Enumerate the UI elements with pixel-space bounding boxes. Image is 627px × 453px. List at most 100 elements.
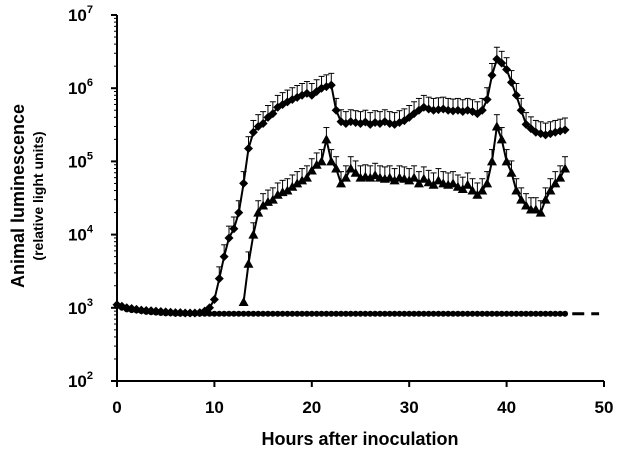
data-point-circle bbox=[177, 310, 184, 317]
data-point-circle bbox=[464, 310, 471, 317]
data-point-triangle bbox=[511, 185, 522, 195]
data-point-triangle bbox=[482, 178, 493, 188]
data-point-circle bbox=[386, 310, 393, 317]
data-point-triangle bbox=[491, 121, 502, 131]
data-point-diamond bbox=[326, 80, 336, 90]
data-point-circle bbox=[206, 310, 213, 317]
data-point-circle bbox=[284, 310, 291, 317]
data-point-circle bbox=[527, 310, 534, 317]
data-point-triangle bbox=[326, 156, 337, 166]
axes bbox=[116, 15, 604, 382]
data-point-circle bbox=[187, 310, 194, 317]
y-tick-base: 10 bbox=[68, 6, 87, 25]
y-tick-base: 10 bbox=[68, 79, 87, 98]
data-point-triangle bbox=[306, 165, 317, 175]
y-tick-exponent: 3 bbox=[87, 297, 93, 309]
data-point-circle bbox=[211, 310, 218, 317]
data-point-circle bbox=[328, 310, 335, 317]
data-point-triangle bbox=[472, 189, 483, 199]
data-point-triangle bbox=[253, 207, 264, 217]
y-tick-base: 10 bbox=[68, 299, 87, 318]
data-point-diamond bbox=[487, 70, 497, 80]
data-point-diamond bbox=[511, 90, 521, 100]
x-tick-label: 30 bbox=[400, 398, 419, 417]
data-point-circle bbox=[342, 310, 349, 317]
data-point-circle bbox=[401, 310, 408, 317]
data-point-circle bbox=[274, 310, 281, 317]
data-point-circle bbox=[148, 309, 155, 316]
series-circle-dashed bbox=[114, 303, 600, 317]
data-point-circle bbox=[230, 310, 237, 317]
data-point-triangle bbox=[550, 178, 561, 188]
data-point-circle bbox=[118, 304, 125, 311]
data-point-circle bbox=[396, 310, 403, 317]
data-point-triangle bbox=[486, 156, 497, 166]
data-point-circle bbox=[294, 310, 301, 317]
data-point-diamond bbox=[502, 65, 512, 75]
y-tick-base: 10 bbox=[68, 152, 87, 171]
data-point-triangle bbox=[365, 172, 376, 182]
data-point-circle bbox=[260, 310, 267, 317]
data-point-circle bbox=[172, 310, 179, 317]
data-point-triangle bbox=[545, 185, 556, 195]
x-tick-label: 20 bbox=[302, 398, 321, 417]
data-point-circle bbox=[537, 310, 544, 317]
data-point-triangle bbox=[433, 175, 444, 185]
data-point-diamond bbox=[248, 127, 258, 137]
data-point-circle bbox=[440, 310, 447, 317]
data-point-triangle bbox=[467, 185, 478, 195]
data-point-circle bbox=[532, 310, 539, 317]
y-tick-exponent: 6 bbox=[87, 77, 93, 89]
data-point-triangle bbox=[311, 159, 322, 169]
data-point-circle bbox=[469, 310, 476, 317]
data-point-diamond bbox=[497, 58, 507, 68]
data-point-triangle bbox=[521, 200, 532, 210]
x-tick-label: 50 bbox=[595, 398, 614, 417]
data-point-circle bbox=[503, 310, 510, 317]
x-tick-label: 10 bbox=[205, 398, 224, 417]
data-point-triangle bbox=[350, 167, 361, 177]
data-point-triangle bbox=[316, 156, 327, 166]
data-point-triangle bbox=[409, 172, 420, 182]
data-point-triangle bbox=[516, 194, 527, 204]
data-point-triangle bbox=[248, 229, 259, 239]
data-point-circle bbox=[474, 310, 481, 317]
data-point-triangle bbox=[413, 178, 424, 188]
data-point-circle bbox=[318, 310, 325, 317]
data-point-triangle bbox=[496, 134, 507, 144]
y-tick-exponent: 7 bbox=[87, 4, 93, 16]
data-point-circle bbox=[216, 310, 223, 317]
data-point-triangle bbox=[418, 173, 429, 183]
y-axis-label: Animal luminescence bbox=[8, 104, 28, 288]
data-point-circle bbox=[235, 310, 242, 317]
data-point-diamond bbox=[258, 118, 268, 128]
y-tick-label: 103 bbox=[68, 297, 93, 318]
data-point-circle bbox=[333, 310, 340, 317]
data-point-triangle bbox=[287, 181, 298, 191]
data-point-circle bbox=[308, 310, 315, 317]
x-ticks: 0 10 20 30 40 50 bbox=[112, 381, 613, 417]
data-point-diamond bbox=[560, 125, 570, 135]
data-point-diamond bbox=[477, 105, 487, 115]
data-point-circle bbox=[411, 310, 418, 317]
data-point-circle bbox=[128, 307, 135, 314]
data-point-circle bbox=[488, 310, 495, 317]
data-point-triangle bbox=[404, 175, 415, 185]
data-point-circle bbox=[138, 308, 145, 315]
data-point-diamond bbox=[482, 95, 492, 105]
y-tick-base: 10 bbox=[68, 372, 87, 391]
data-point-circle bbox=[508, 310, 515, 317]
data-point-triangle bbox=[297, 175, 308, 185]
data-point-circle bbox=[562, 310, 569, 317]
data-point-circle bbox=[425, 310, 432, 317]
data-point-circle bbox=[289, 310, 296, 317]
data-point-triangle bbox=[389, 175, 400, 185]
data-point-circle bbox=[376, 310, 383, 317]
data-point-triangle bbox=[462, 179, 473, 189]
data-point-diamond bbox=[331, 105, 341, 115]
series-layer bbox=[112, 46, 600, 318]
data-point-diamond bbox=[229, 224, 239, 234]
data-point-triangle bbox=[560, 163, 571, 173]
data-point-diamond bbox=[224, 233, 234, 243]
series-triangle bbox=[238, 114, 571, 307]
